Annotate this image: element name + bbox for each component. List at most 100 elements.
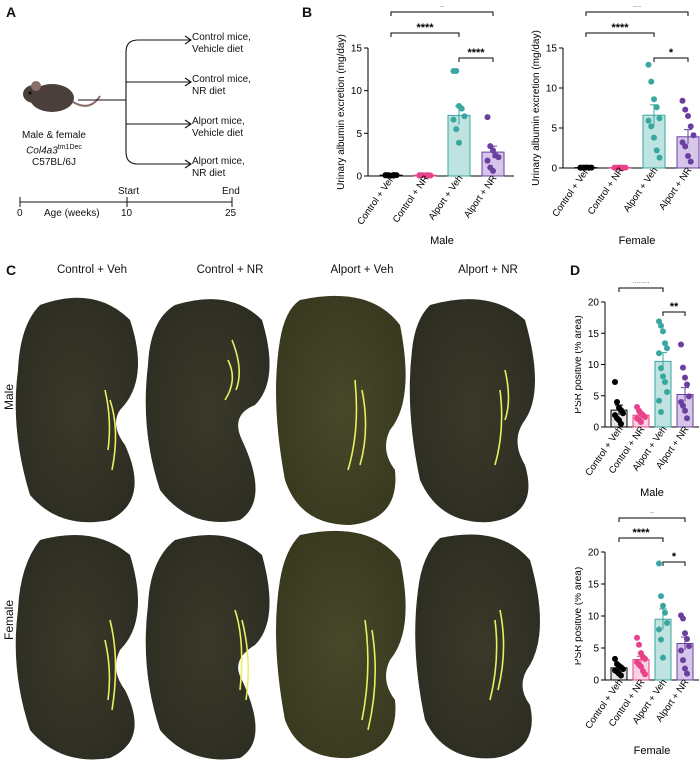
significance-bracket [618, 517, 686, 522]
data-point [612, 379, 618, 385]
y-tick-label: 10 [351, 86, 363, 97]
data-point [685, 153, 691, 159]
data-point [658, 593, 664, 600]
data-point [684, 636, 690, 643]
data-point [618, 420, 624, 427]
micrograph-female-control-nr [145, 535, 270, 760]
data-point [680, 657, 686, 664]
data-point [664, 389, 670, 395]
data-point [656, 350, 662, 357]
x-axis-label: Female [634, 745, 671, 757]
panel-label-b: B [302, 4, 313, 20]
micrograph-col-title-1: Control + Veh [56, 264, 127, 276]
mouse-strain-label: Male & female Col4a3tm1Dec C57BL/6J [22, 130, 86, 169]
y-tick-label: 15 [588, 329, 600, 340]
data-point [660, 602, 666, 609]
y-tick-label: 15 [588, 580, 600, 591]
micrograph-female-alport-veh [276, 530, 406, 759]
y-tick-label: 0 [356, 172, 362, 183]
data-point [664, 620, 670, 627]
micrograph-col-title-2: Control + NR [196, 264, 264, 276]
y-tick-label: 0 [551, 164, 557, 175]
micrograph-male-control-veh [15, 297, 138, 523]
timeline-tick-25: 25 [225, 208, 237, 219]
timeline-axis-label: Age (weeks) [44, 208, 100, 219]
data-point [690, 132, 697, 139]
x-axis-label: Male [430, 235, 454, 247]
x-tick-label: Control + NR [391, 173, 432, 225]
data-point [620, 410, 626, 417]
data-point [682, 665, 688, 672]
significance-bracket [390, 11, 494, 16]
y-tick-label: 10 [546, 84, 558, 95]
timeline-tick-0: 0 [17, 208, 23, 219]
data-point [453, 126, 460, 133]
micrograph-male-control-nr [145, 299, 270, 522]
data-point [682, 407, 688, 414]
micrograph-grid [15, 295, 540, 760]
significance-bracket [653, 57, 689, 62]
y-tick-label: 20 [588, 298, 600, 309]
data-point [653, 104, 660, 111]
data-point [682, 374, 688, 381]
data-point [618, 672, 624, 679]
data-point [660, 373, 666, 380]
data-point [678, 647, 684, 654]
data-point [458, 105, 465, 112]
data-point [382, 172, 389, 179]
data-point [687, 123, 694, 130]
significance-bracket [458, 57, 494, 62]
y-tick-label: 0 [593, 423, 599, 434]
data-point [648, 123, 655, 130]
data-point [614, 399, 620, 405]
data-point [642, 414, 648, 420]
mouse-icon [23, 81, 101, 112]
data-point [416, 172, 423, 179]
data-point [680, 402, 686, 409]
data-point [662, 609, 668, 616]
group-label-1: Control mice, Vehicle diet [192, 32, 251, 55]
x-tick-label: Alport + Veh [427, 173, 466, 222]
data-point [427, 172, 434, 179]
micrograph-col-title-4: Alport + NR [458, 264, 518, 276]
significance-bracket [585, 32, 655, 37]
y-tick-label: 5 [551, 124, 557, 135]
data-point [662, 340, 668, 347]
micrograph-col-title-3: Alport + Veh [330, 264, 394, 276]
significance-bracket [585, 11, 689, 16]
y-tick-label: 0 [593, 676, 599, 687]
micrograph-female-control-veh [15, 535, 138, 760]
data-point [686, 643, 692, 650]
data-point [686, 393, 692, 400]
data-point [687, 158, 694, 165]
data-point [660, 654, 666, 661]
significance-label: * [650, 512, 655, 519]
significance-bracket [618, 537, 664, 542]
y-tick-label: 10 [588, 612, 600, 623]
micrograph-female-alport-nr [415, 534, 540, 759]
data-point [656, 115, 663, 122]
chart-urinary-albumin-female: 0 5 10 15 Urinary albumin excretion (mg/day)… [531, 6, 700, 247]
significance-label: * [440, 6, 445, 13]
data-point [682, 106, 689, 113]
significance-bracket [390, 32, 460, 37]
data-point [456, 139, 462, 146]
data-point [658, 322, 664, 329]
panel-label-d: D [570, 262, 581, 278]
significance-bracket [662, 561, 686, 566]
data-point [461, 113, 468, 120]
y-axis-label: Urinary albumin excretion (mg/day) [531, 30, 542, 186]
data-point [638, 663, 644, 670]
significance-label: ** [670, 301, 679, 313]
significance-label: **** [467, 47, 485, 59]
data-point [662, 379, 668, 385]
data-point [651, 134, 657, 141]
data-point [487, 143, 494, 150]
significance-label: **** [416, 22, 434, 34]
data-point [684, 415, 690, 422]
data-point [638, 419, 644, 425]
group-label-4: Alport mice, NR diet [192, 156, 245, 179]
data-point [620, 666, 626, 673]
